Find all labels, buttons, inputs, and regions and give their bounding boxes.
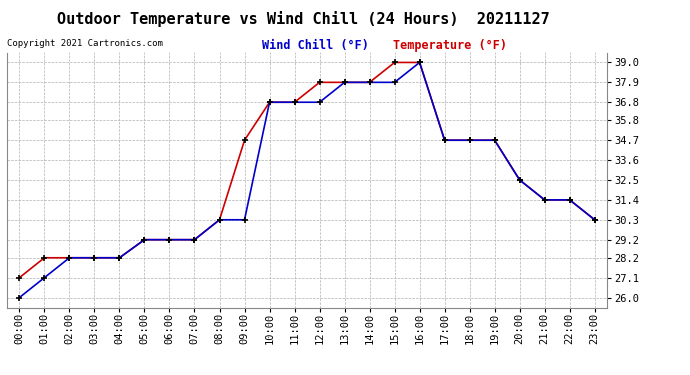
Text: Wind Chill (°F): Wind Chill (°F) xyxy=(262,39,369,53)
Text: Outdoor Temperature vs Wind Chill (24 Hours)  20211127: Outdoor Temperature vs Wind Chill (24 Ho… xyxy=(57,11,550,27)
Text: Temperature (°F): Temperature (°F) xyxy=(393,39,507,53)
Text: Copyright 2021 Cartronics.com: Copyright 2021 Cartronics.com xyxy=(7,39,163,48)
